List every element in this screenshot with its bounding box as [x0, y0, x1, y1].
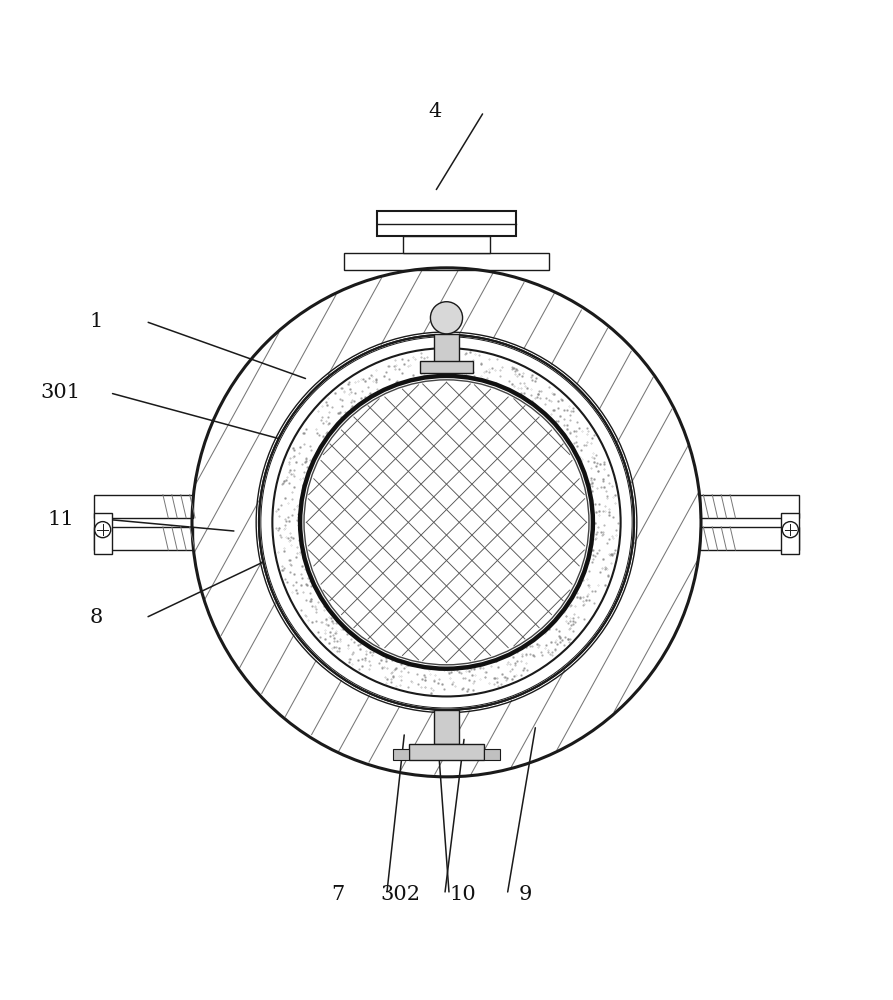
Bar [94, 513, 112, 554]
Text: 8: 8 [90, 608, 103, 627]
Bar [781, 513, 799, 554]
Circle shape [430, 302, 463, 334]
Bar [484, 749, 500, 760]
Text: 1: 1 [90, 312, 103, 331]
Text: 11: 11 [47, 510, 74, 529]
Text: 302: 302 [380, 885, 420, 904]
Bar [404, 236, 489, 253]
Circle shape [782, 522, 798, 538]
Circle shape [95, 522, 111, 538]
Bar [94, 495, 193, 518]
Bar [434, 334, 459, 370]
Text: 10: 10 [449, 885, 476, 904]
Text: 4: 4 [429, 102, 441, 121]
Bar [94, 527, 193, 550]
Bar [393, 749, 409, 760]
Bar [420, 361, 473, 373]
Circle shape [259, 335, 634, 710]
Bar [377, 211, 516, 236]
Text: 301: 301 [41, 383, 80, 402]
Circle shape [302, 378, 591, 667]
Bar [700, 495, 799, 518]
Bar [344, 253, 549, 270]
Bar [434, 710, 459, 744]
Bar [700, 527, 799, 550]
Text: 7: 7 [331, 885, 344, 904]
Text: 9: 9 [519, 885, 531, 904]
Circle shape [192, 268, 701, 777]
Bar [409, 744, 484, 760]
